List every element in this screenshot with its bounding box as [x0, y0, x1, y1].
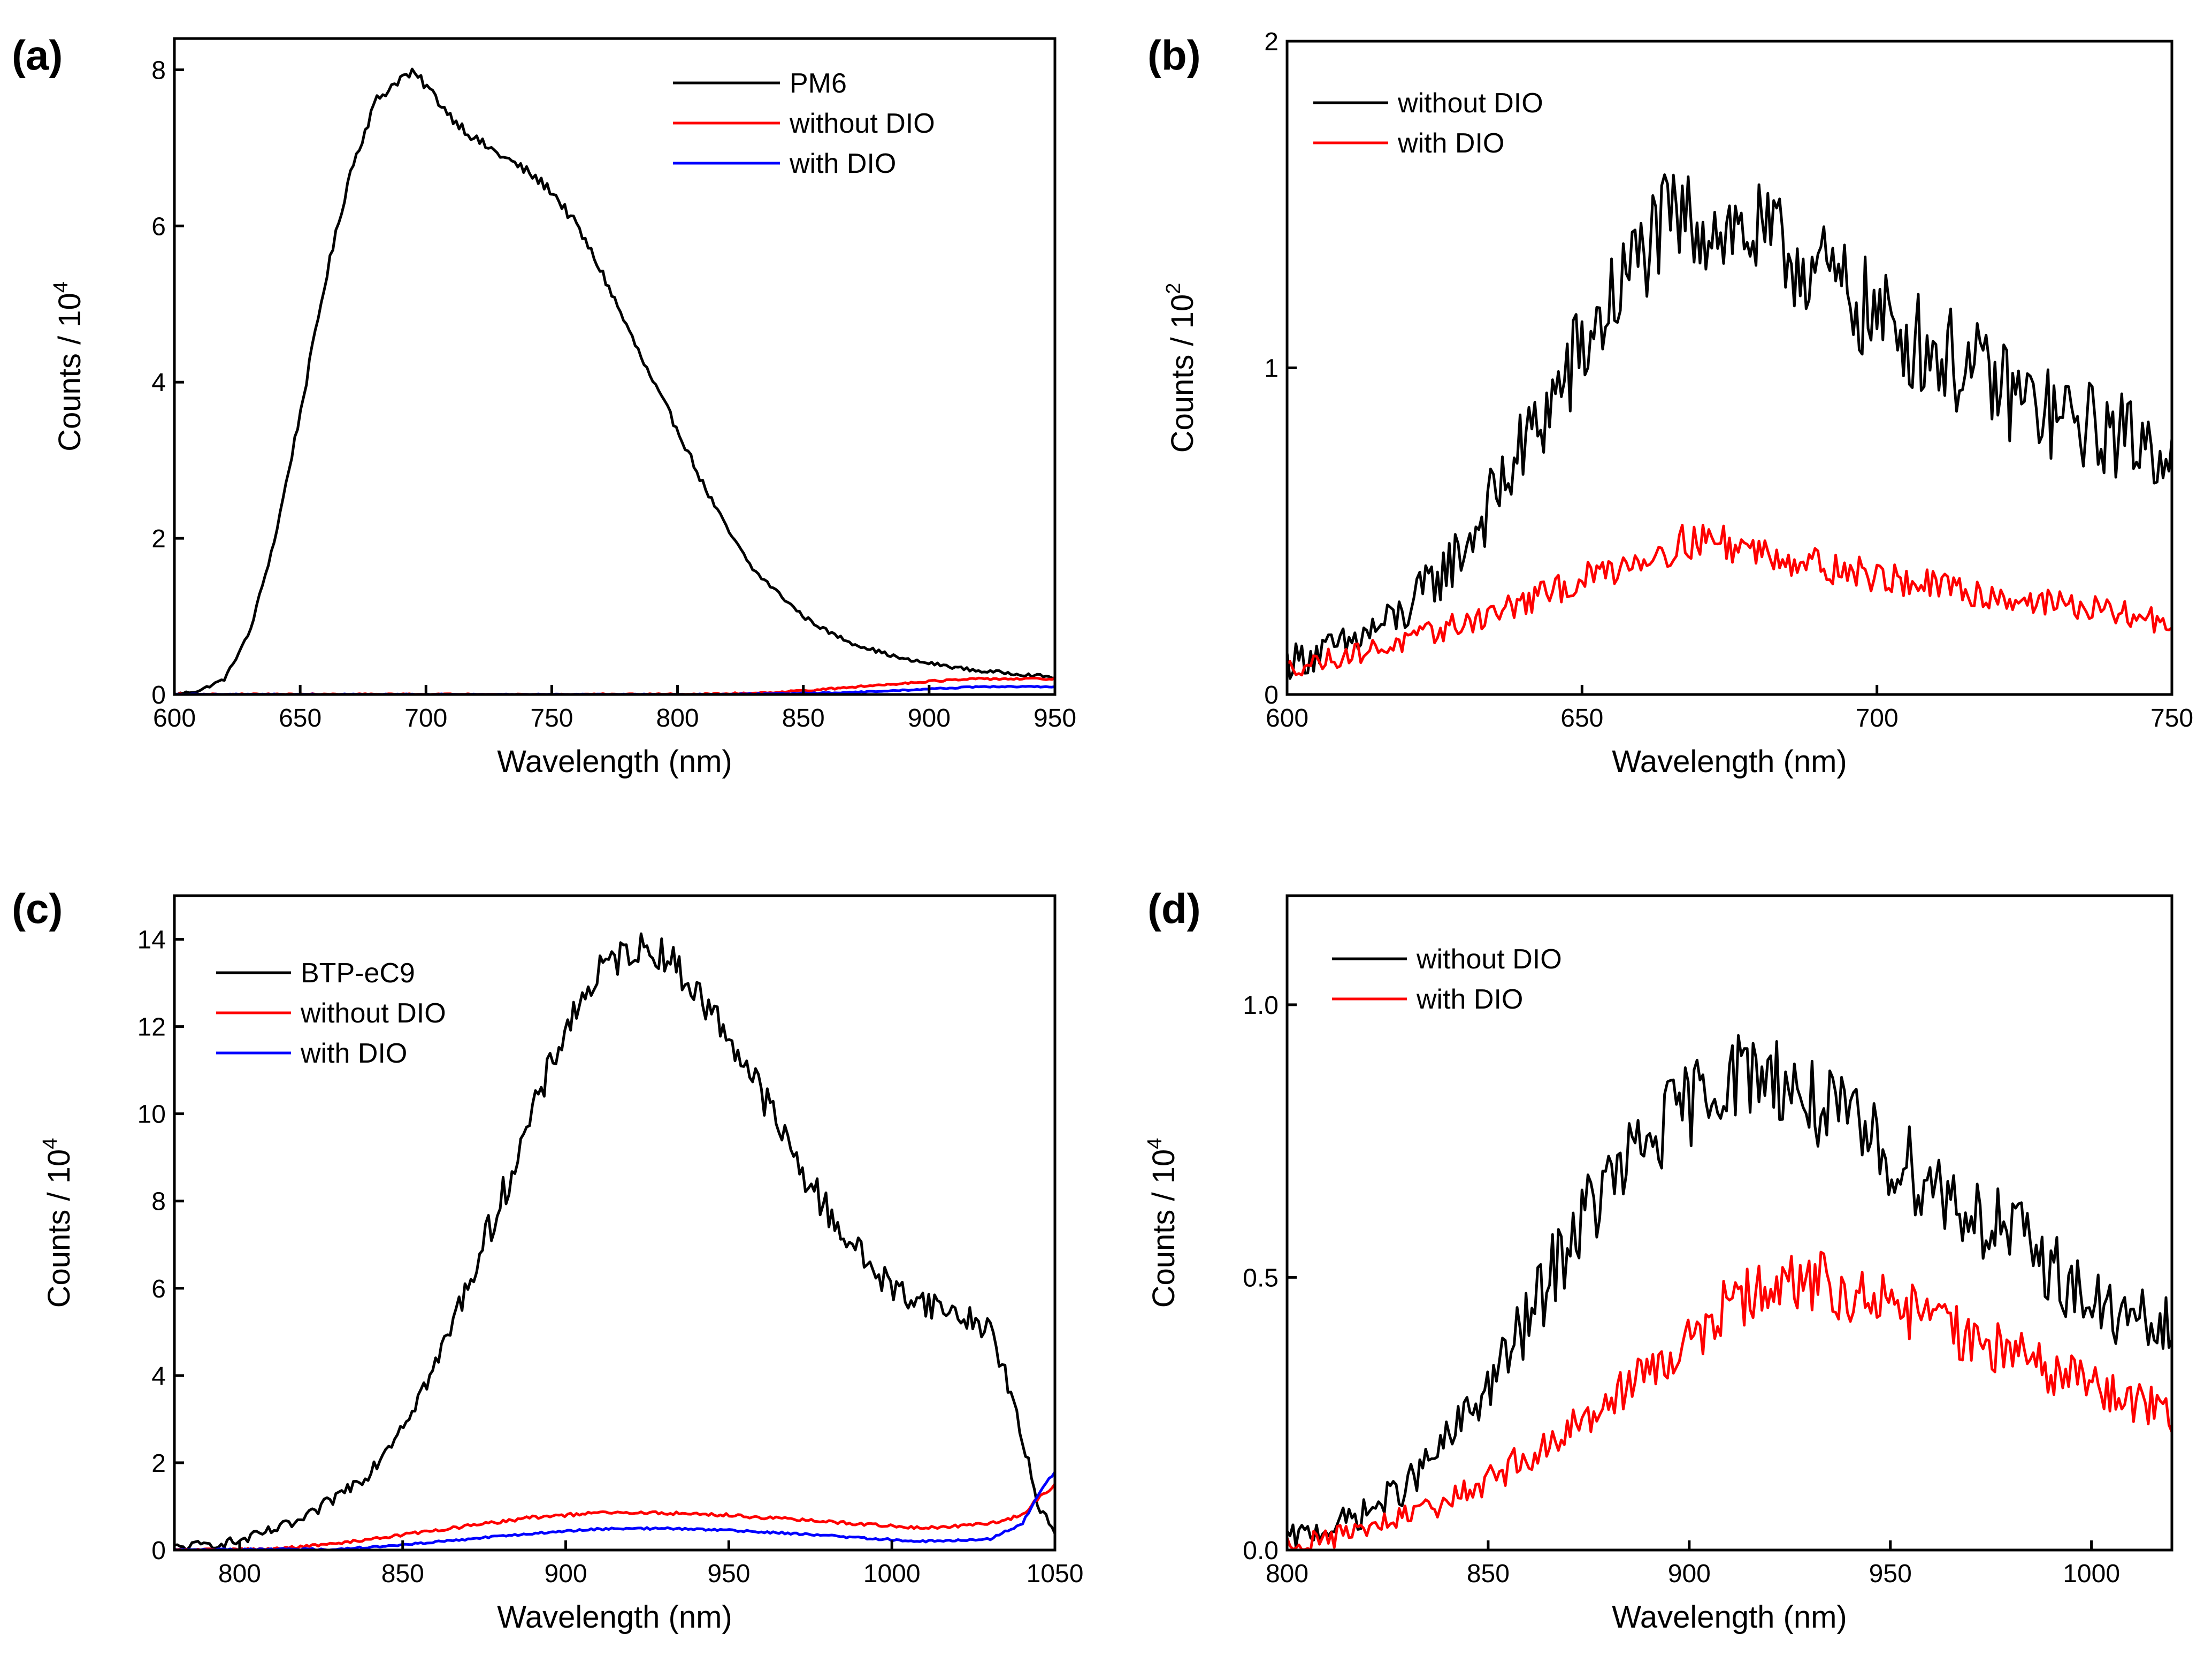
x-tick-label: 750 [530, 704, 573, 732]
y-tick-label: 0 [151, 681, 166, 709]
series-line-pm6 [174, 67, 1055, 694]
y-axis-label-text: Counts / 10 [42, 1149, 76, 1308]
y-axis-label-text: Counts / 10 [1165, 294, 1200, 453]
y-tick-label: 2 [1264, 28, 1279, 56]
x-tick-label: 650 [1560, 704, 1603, 732]
y-axis-label-exponent: 2 [1162, 283, 1185, 294]
plot-frame [173, 37, 1057, 696]
plot-frame [173, 894, 1057, 1552]
legend-label: with DIO [1397, 128, 1504, 159]
y-axis-label-exponent: 4 [1144, 1138, 1166, 1149]
y-axis-label: Counts / 104 [39, 1138, 76, 1308]
plot-frame [1285, 894, 2173, 1552]
panel-label: (b) [1147, 32, 1201, 79]
x-tick-label: 900 [545, 1560, 587, 1588]
x-tick-label: 950 [707, 1560, 750, 1588]
series-line-without-dio [174, 1483, 1055, 1550]
y-axis-label: Counts / 104 [50, 281, 87, 452]
x-axis-label: Wavelength (nm) [1612, 744, 1847, 779]
x-axis-label: Wavelength (nm) [497, 744, 732, 779]
y-tick-label: 6 [151, 1275, 166, 1303]
x-tick-label: 1050 [1027, 1560, 1084, 1588]
y-axis-label: Counts / 104 [1144, 1138, 1181, 1308]
y-axis-label-exponent: 4 [50, 281, 72, 293]
x-tick-label: 650 [279, 704, 322, 732]
y-axis-label: Counts / 102 [1162, 283, 1200, 453]
x-tick-label: 850 [381, 1560, 424, 1588]
x-tick-label: 600 [1266, 704, 1308, 732]
series-line-without-dio [1287, 1034, 2172, 1548]
y-tick-label: 10 [137, 1101, 166, 1129]
y-tick-label: 0 [151, 1537, 166, 1565]
x-tick-label: 950 [1869, 1560, 1912, 1588]
series-line-without-dio [1287, 173, 2172, 680]
legend-label: with DIO [789, 148, 896, 179]
panel-label: (c) [12, 885, 63, 932]
series-line-with-dio [1287, 523, 2172, 677]
x-tick-label: 1000 [863, 1560, 921, 1588]
y-tick-label: 2 [151, 1449, 166, 1478]
y-tick-label: 8 [151, 56, 166, 85]
panel-c: 800 850 900 950 1000 1050 0 2 4 6 8 10 12 14 Wavelengt… [12, 885, 1083, 1635]
y-tick-label: 2 [151, 525, 166, 553]
legend: without DIO with DIO [1313, 88, 1543, 159]
x-tick-label: 800 [656, 704, 699, 732]
legend-label: without DIO [300, 998, 446, 1029]
y-tick-label: 0.0 [1243, 1537, 1279, 1565]
panel-d: 800 850 900 950 1000 0.0 0.5 1.0 Wavelength (nm)… [1144, 885, 2173, 1635]
y-tick-label: 8 [151, 1188, 166, 1216]
x-tick-label: 700 [404, 704, 447, 732]
series-line-btp-ec9 [174, 932, 1055, 1550]
legend-label: without DIO [1397, 88, 1543, 119]
x-tick-label: 700 [1856, 704, 1899, 732]
x-tick-label: 850 [1467, 1560, 1510, 1588]
series-line-with-dio [1287, 1250, 2172, 1550]
x-tick-label: 950 [1034, 704, 1076, 732]
y-tick-label: 4 [151, 1362, 166, 1391]
y-tick-label: 14 [137, 926, 166, 955]
x-tick-label: 600 [153, 704, 196, 732]
legend-label: with DIO [300, 1038, 407, 1069]
x-axis-label: Wavelength (nm) [1612, 1600, 1847, 1635]
y-tick-label: 1 [1264, 355, 1279, 383]
legend: BTP-eC9 without DIO with DIO [216, 958, 446, 1069]
y-tick-label: 0.5 [1243, 1264, 1279, 1292]
x-tick-label: 800 [218, 1560, 261, 1588]
series-line-with-dio [174, 1471, 1055, 1550]
legend: PM6 without DIO with DIO [673, 68, 935, 179]
y-tick-label: 1.0 [1243, 991, 1279, 1020]
x-tick-label: 750 [2150, 704, 2193, 732]
y-tick-label: 6 [151, 212, 166, 241]
x-tick-label: 900 [908, 704, 951, 732]
y-axis-label-exponent: 4 [39, 1138, 62, 1149]
y-tick-label: 0 [1264, 681, 1279, 709]
x-tick-label: 1000 [2063, 1560, 2120, 1588]
x-tick-label: 800 [1266, 1560, 1308, 1588]
x-tick-label: 850 [782, 704, 825, 732]
x-tick-label: 900 [1668, 1560, 1711, 1588]
x-axis-label: Wavelength (nm) [497, 1600, 732, 1635]
y-axis-label-text: Counts / 10 [1146, 1149, 1181, 1308]
panel-label: (a) [12, 32, 63, 79]
legend-label: without DIO [789, 108, 935, 139]
legend-label: without DIO [1416, 944, 1562, 975]
y-tick-label: 12 [137, 1013, 166, 1042]
legend-label: PM6 [790, 68, 847, 99]
y-axis-label-text: Counts / 10 [52, 293, 87, 452]
y-tick-label: 4 [151, 369, 166, 397]
legend-label: with DIO [1416, 984, 1523, 1015]
legend: without DIO with DIO [1332, 944, 1562, 1015]
panel-label: (d) [1147, 885, 1201, 932]
panel-a: 600 650 700 750 800 850 900 950 0 2 4 6 8 Wavelength … [12, 32, 1076, 779]
legend-label: BTP-eC9 [301, 958, 415, 989]
panel-b: 600 650 700 750 0 1 2 Wavelength (nm) Counts / 1… [1147, 28, 2193, 779]
series-line-without-dio [174, 676, 1055, 694]
